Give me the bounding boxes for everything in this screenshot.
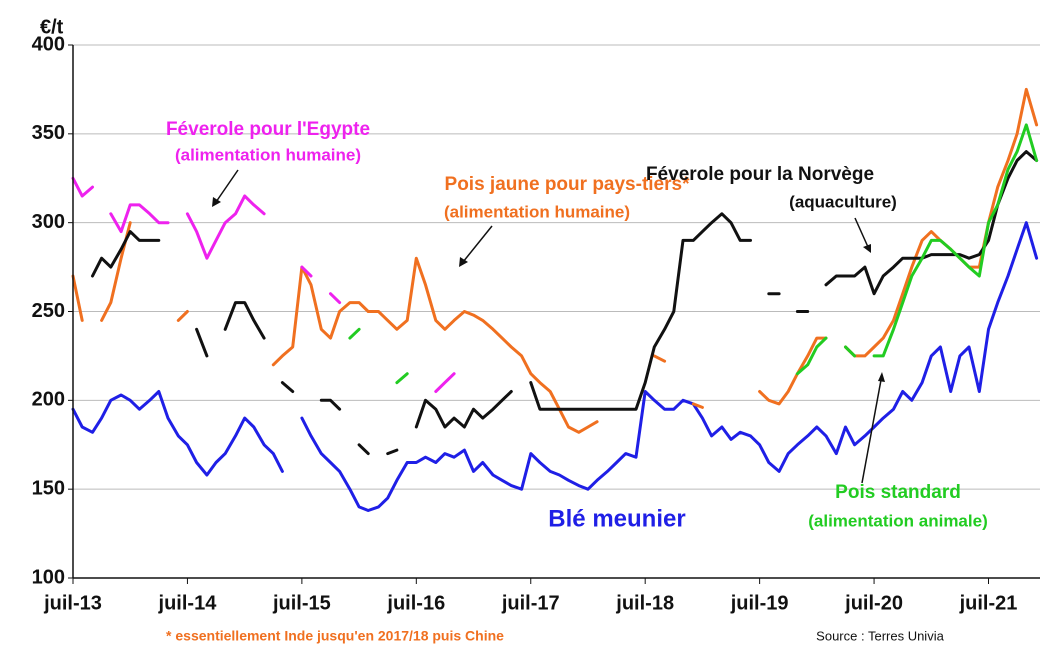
annotation: Féverole pour la Norvège [646,164,874,185]
x-tick-label: juil-17 [501,592,560,614]
grid [73,44,1040,579]
y-tick-label: 400 [32,33,65,55]
x-tick-label: juil-19 [730,592,789,614]
arrow-head [212,197,221,207]
arrow-head [878,372,885,382]
arrow [854,217,869,248]
annotation: Blé meunier [548,505,685,532]
x-tick-label: juil-13 [43,592,102,614]
lines [71,87,1039,512]
arrow [215,169,239,203]
series-line [91,150,1039,456]
x-tick-label: juil-20 [844,592,903,614]
y-unit: €/t [40,16,64,38]
y-tick-label: 250 [32,300,65,322]
series-line [71,221,1039,512]
series-line [348,123,1039,385]
arrow-head [459,257,468,267]
y-tick-label: 150 [32,477,65,499]
annotation: Pois jaune pour pays-tiers* [445,174,691,195]
annotation: Féverole pour l'Egypte [166,119,370,140]
arrow-head [863,244,871,253]
y-tick-label: 200 [32,389,65,411]
annotation: (alimentation humaine) [175,145,361,164]
annotation: (alimentation humaine) [444,202,630,221]
annotation: Pois standard [835,482,961,503]
annotation: (aquaculture) [789,192,897,211]
x-tick-label: juil-15 [272,592,331,614]
footnote: * essentiellement Inde jusqu'en 2017/18 … [166,628,504,644]
x-tick-label: juil-21 [959,592,1018,614]
x-tick-label: juil-14 [158,592,218,614]
arrow [861,379,882,484]
source: Source : Terres Univia [816,628,944,643]
y-tick-label: 300 [32,211,65,233]
x-tick-label: juil-18 [615,592,674,614]
y-tick-label: 100 [32,566,65,588]
annotation: (alimentation animale) [808,511,987,530]
y-tick-label: 350 [32,122,65,144]
series-line [71,176,456,393]
arrow [462,225,493,263]
x-tick-label: juil-16 [386,592,445,614]
series-line [71,87,1039,434]
